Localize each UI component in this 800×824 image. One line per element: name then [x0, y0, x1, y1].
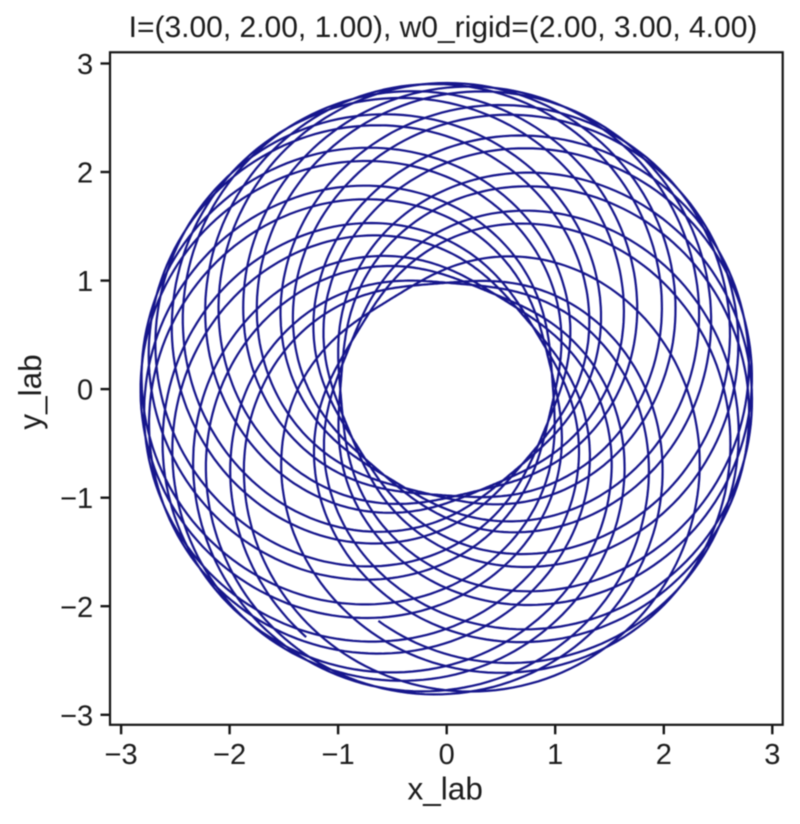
svg-text:0: 0	[77, 375, 93, 407]
svg-text:2: 2	[656, 739, 672, 771]
svg-text:1: 1	[77, 266, 93, 298]
svg-text:−2: −2	[213, 739, 246, 771]
svg-text:−2: −2	[60, 592, 93, 624]
svg-text:I=(3.00, 2.00, 1.00), w0_rigid: I=(3.00, 2.00, 1.00), w0_rigid=(2.00, 3.…	[129, 11, 758, 44]
svg-text:y_lab: y_lab	[12, 354, 48, 429]
svg-text:−1: −1	[322, 739, 355, 771]
svg-text:2: 2	[77, 158, 93, 190]
svg-text:x_lab: x_lab	[408, 771, 483, 807]
svg-text:0: 0	[439, 739, 455, 771]
svg-text:−3: −3	[60, 700, 93, 732]
svg-text:−3: −3	[105, 739, 138, 771]
svg-text:−1: −1	[60, 483, 93, 515]
svg-text:3: 3	[77, 49, 93, 81]
svg-text:1: 1	[547, 739, 563, 771]
svg-text:3: 3	[764, 739, 780, 771]
